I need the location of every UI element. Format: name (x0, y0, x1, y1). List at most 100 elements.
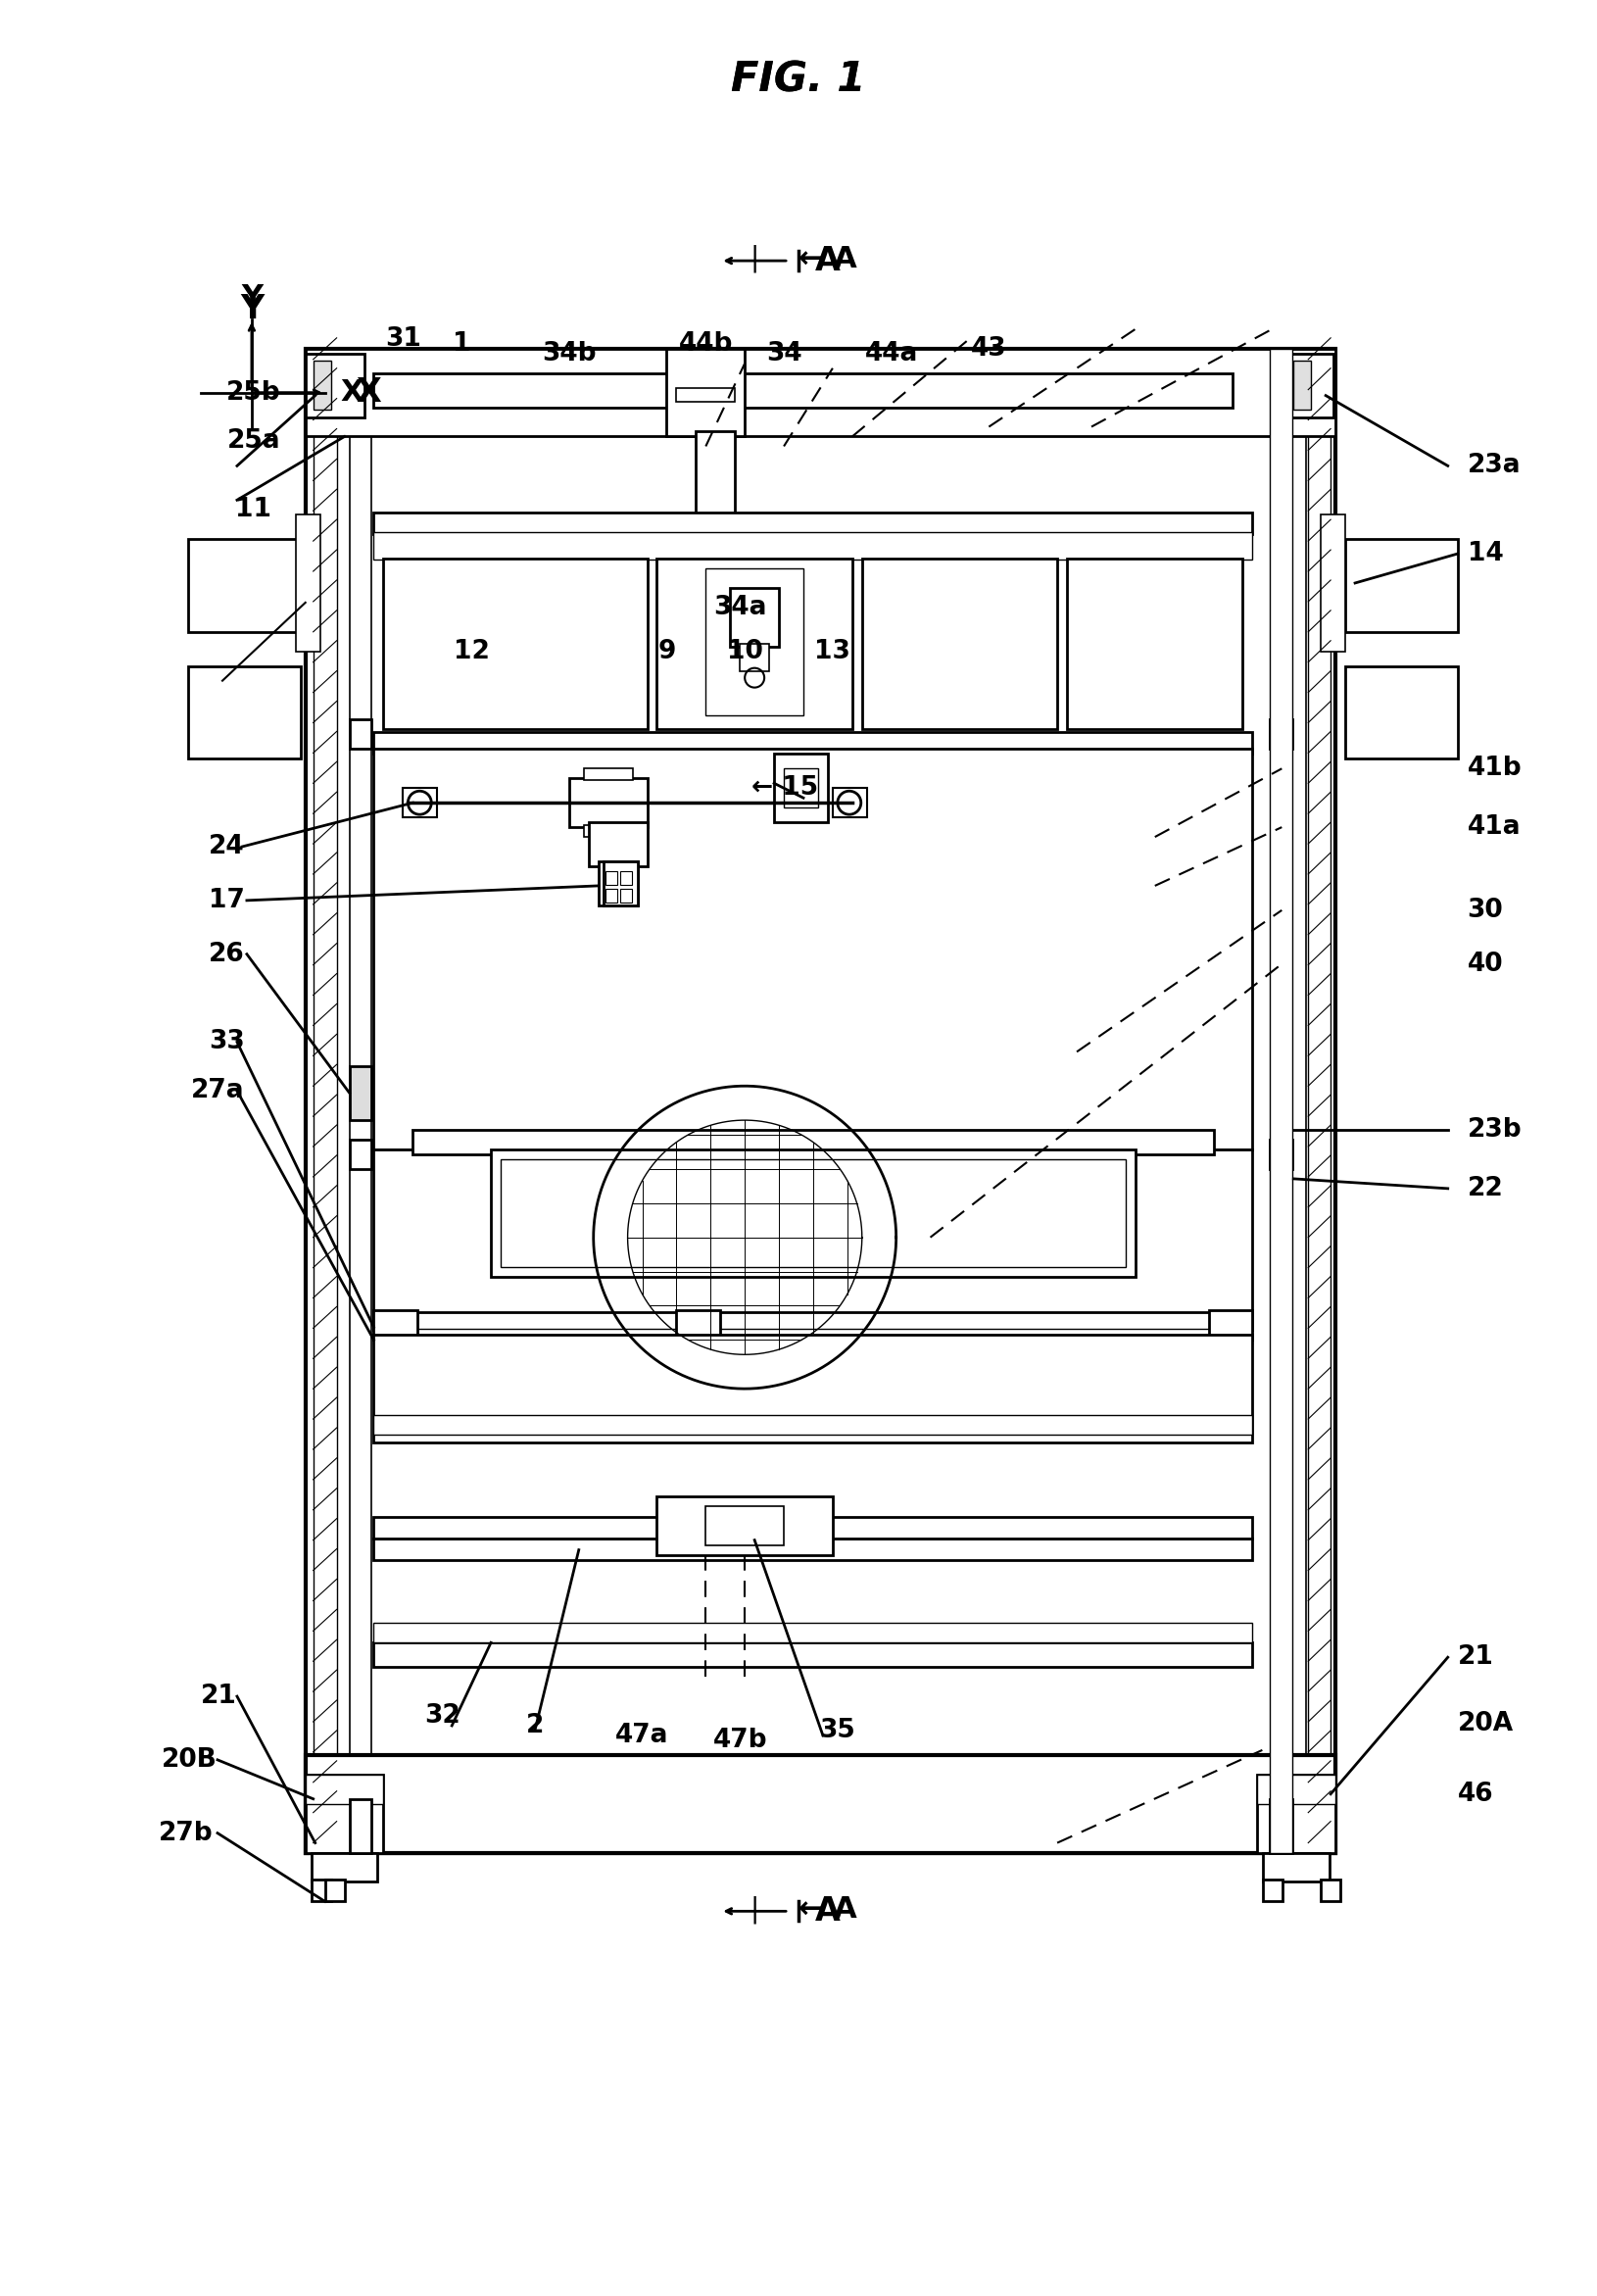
Bar (374, 748, 1252, 1150)
Text: 13: 13 (814, 638, 850, 664)
Bar (861, 558, 1057, 730)
Bar (350, 349, 372, 1853)
Bar (773, 753, 827, 822)
Text: 30: 30 (1466, 898, 1503, 923)
Bar (1345, 540, 1456, 631)
Text: Y: Y (241, 285, 262, 312)
Bar (295, 514, 319, 652)
Text: 9: 9 (658, 638, 676, 664)
Bar (597, 861, 637, 905)
Text: 24: 24 (209, 833, 244, 859)
Bar (305, 1775, 383, 1853)
Bar (374, 1329, 1252, 1345)
Bar (666, 349, 744, 436)
Bar (730, 588, 778, 647)
Bar (350, 719, 372, 748)
Bar (374, 732, 1252, 753)
Bar (412, 1130, 1212, 1155)
Bar (311, 1853, 377, 1883)
Text: 23b: 23b (1466, 1118, 1520, 1143)
Bar (605, 870, 616, 884)
Bar (706, 519, 727, 544)
Bar (1321, 1880, 1340, 1901)
Text: 25b: 25b (227, 379, 281, 406)
Bar (569, 778, 647, 827)
Bar (656, 558, 851, 730)
Text: 21: 21 (201, 1683, 236, 1708)
Text: X: X (340, 379, 364, 406)
Bar (490, 1150, 1135, 1277)
Bar (374, 533, 1252, 560)
Bar (313, 349, 337, 1853)
Bar (1067, 558, 1242, 730)
Bar (1292, 360, 1310, 409)
Bar (1257, 1775, 1335, 1853)
Text: FIG. 1: FIG. 1 (731, 60, 866, 101)
Text: 27b: 27b (158, 1821, 212, 1846)
Bar (374, 372, 1233, 406)
Text: 34: 34 (765, 340, 802, 367)
Text: 46: 46 (1456, 1782, 1493, 1807)
Bar (305, 349, 1335, 1853)
Text: 33: 33 (209, 1029, 244, 1054)
Text: Y: Y (240, 294, 264, 326)
Text: 26: 26 (209, 941, 244, 967)
Bar (656, 1497, 832, 1554)
Text: X: X (356, 377, 382, 409)
Text: 17: 17 (209, 889, 244, 914)
Bar (188, 666, 300, 758)
Bar (311, 1880, 331, 1901)
Bar (706, 1506, 784, 1545)
Bar (374, 1313, 1252, 1329)
Text: 10: 10 (727, 638, 762, 664)
Bar (324, 1880, 345, 1901)
Text: 31: 31 (385, 326, 422, 351)
Text: 43: 43 (971, 335, 1006, 360)
Bar (706, 569, 803, 714)
Bar (305, 349, 1335, 436)
Bar (1321, 514, 1345, 652)
Bar (313, 360, 331, 409)
Bar (676, 1311, 720, 1341)
Bar (1270, 719, 1292, 748)
Text: ← A: ← A (798, 1894, 856, 1924)
Bar (374, 1623, 1252, 1642)
Bar (1270, 349, 1292, 1853)
Text: 44b: 44b (679, 331, 733, 356)
Bar (676, 388, 735, 402)
Text: 11: 11 (235, 496, 271, 523)
Text: 2: 2 (525, 1713, 543, 1738)
Text: 44a: 44a (864, 340, 917, 367)
Text: FIG. 1: FIG. 1 (731, 60, 866, 101)
Text: 27a: 27a (192, 1079, 244, 1104)
Text: 41b: 41b (1466, 755, 1520, 781)
Bar (1279, 354, 1333, 418)
Bar (350, 1065, 372, 1120)
Bar (1263, 1853, 1329, 1883)
Bar (1270, 1139, 1292, 1169)
Bar (1263, 1880, 1282, 1901)
Text: 32: 32 (423, 1704, 460, 1729)
Text: ← A: ← A (798, 246, 856, 273)
Text: 35: 35 (819, 1717, 854, 1743)
Text: |: | (749, 246, 759, 273)
Bar (374, 1150, 1252, 1325)
Text: 47a: 47a (615, 1722, 669, 1747)
Bar (1345, 666, 1456, 758)
Bar (1270, 1798, 1292, 1853)
Bar (739, 643, 768, 670)
Text: 40: 40 (1466, 951, 1503, 976)
Text: 34b: 34b (541, 340, 596, 367)
Text: 14: 14 (1466, 542, 1503, 567)
Bar (188, 540, 300, 631)
Text: 23a: 23a (1466, 452, 1520, 478)
Bar (350, 1798, 372, 1853)
Bar (620, 889, 631, 902)
Text: ← 15: ← 15 (751, 776, 818, 801)
Text: A: A (814, 246, 840, 278)
Bar (305, 1775, 383, 1805)
Bar (605, 889, 616, 902)
Bar (588, 822, 647, 866)
Bar (583, 769, 632, 781)
Bar (350, 1139, 372, 1169)
